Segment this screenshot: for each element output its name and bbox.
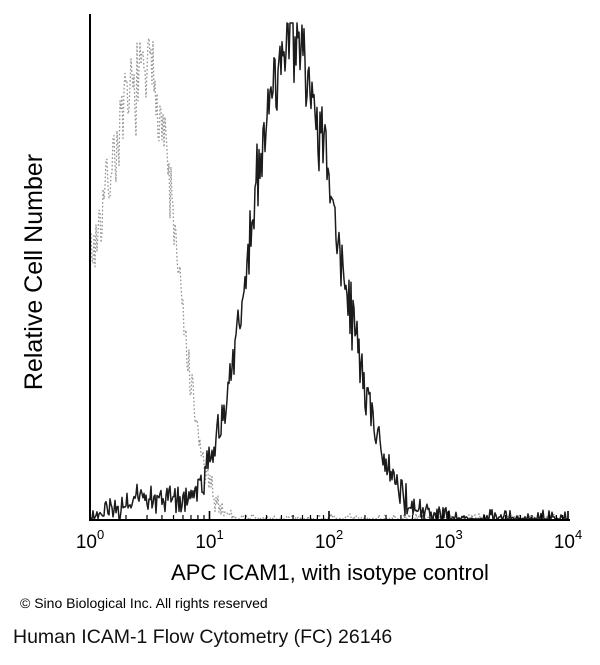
figure-caption: Human ICAM-1 Flow Cytometry (FC) 26146 — [13, 626, 393, 648]
x-tick-label: 102 — [315, 527, 343, 553]
copyright-text: © Sino Biological Inc. All rights reserv… — [20, 595, 268, 611]
x-tick-label: 100 — [76, 527, 104, 553]
y-axis-label: Relative Cell Number — [20, 154, 48, 390]
series-layer — [89, 22, 569, 520]
axes-layer: 100 101 102 103 104 — [76, 14, 582, 553]
histogram-chart: 100 101 102 103 104 Relative Cell Number APC… — [20, 14, 582, 611]
apc-icam1-trace — [89, 22, 568, 520]
isotype-control-trace — [89, 37, 569, 520]
x-tick-label: 103 — [434, 527, 462, 553]
x-tick-label: 104 — [554, 527, 582, 553]
x-axis-label: APC ICAM1, with isotype control — [171, 560, 489, 585]
x-tick-label: 101 — [195, 527, 223, 553]
